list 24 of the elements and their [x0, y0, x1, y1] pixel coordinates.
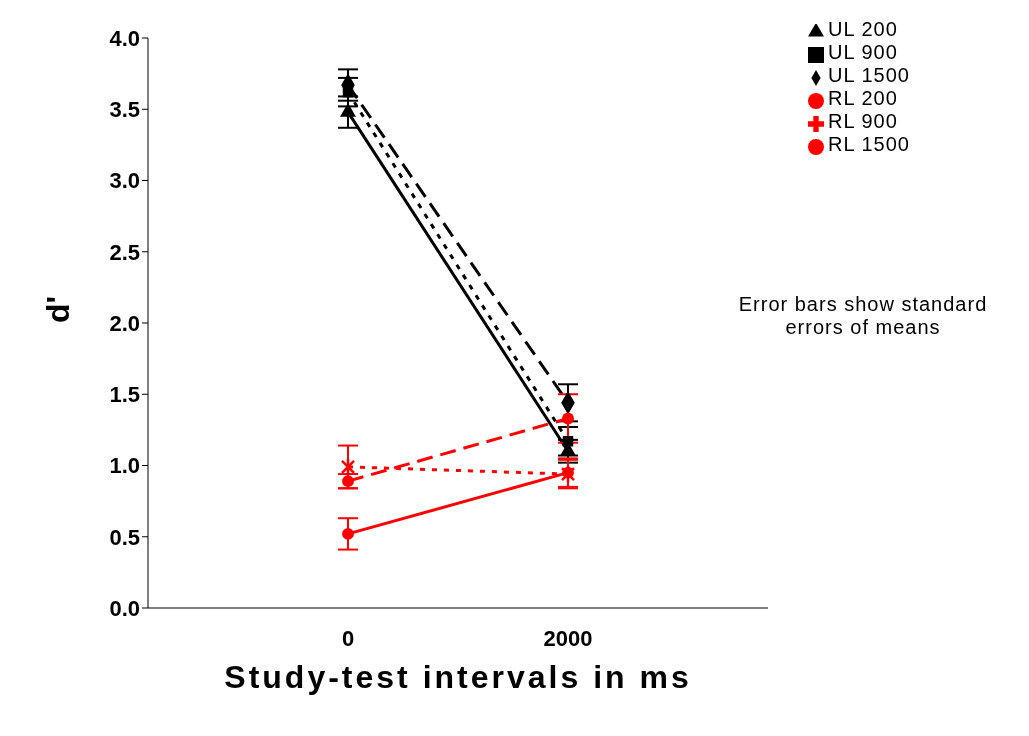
y-tick-label: 1.0	[109, 453, 140, 479]
y-tick-label: 1.5	[109, 382, 140, 408]
point	[342, 527, 354, 540]
legend-label: RL 200	[828, 87, 898, 109]
legend-label: UL 1500	[828, 64, 910, 86]
y-tick-label: 4.0	[109, 25, 140, 51]
y-tick-label: 2.5	[109, 239, 140, 265]
y-tick-label: 2.0	[109, 310, 140, 336]
legend-label: RL 900	[828, 110, 898, 132]
x-axis-title: Study-test intervals in ms	[224, 659, 692, 695]
y-tick-label: 3.5	[109, 97, 140, 123]
y-tick-label: 0.5	[109, 524, 140, 550]
y-axis-title: d'	[40, 295, 77, 323]
point	[560, 464, 576, 484]
legend-label: UL 200	[828, 18, 898, 40]
x-tick-label: 2000	[543, 625, 593, 651]
legend-label: UL 900	[828, 41, 898, 63]
annotation: Error bars show standard errors of means	[737, 293, 989, 339]
y-tick-label: 0.0	[109, 595, 140, 621]
x-tick-label: 0	[341, 625, 355, 651]
y-tick-label: 3.0	[109, 168, 140, 194]
point	[342, 475, 354, 488]
point	[562, 412, 574, 425]
legend-label: RL 1500	[828, 133, 910, 155]
